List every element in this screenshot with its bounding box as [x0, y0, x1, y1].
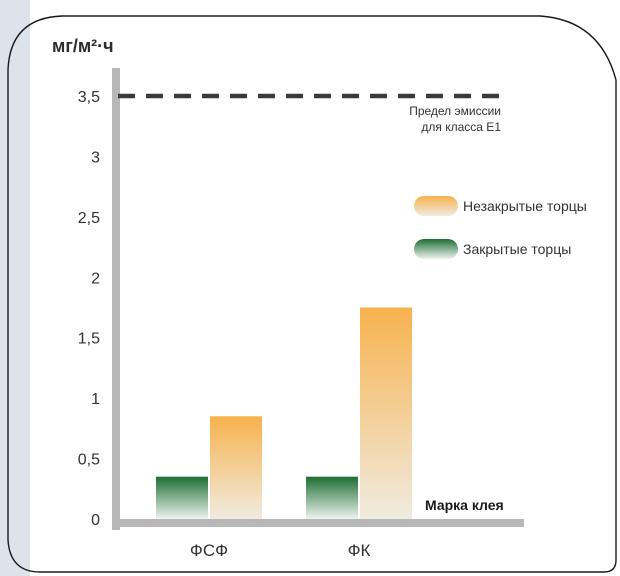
x-axis-categories: ФСФ ФК — [190, 541, 371, 560]
y-tick-label: 3 — [91, 149, 100, 166]
y-tick-label: 0,5 — [78, 452, 100, 469]
x-axis-label: Марка клея — [425, 497, 504, 513]
x-category-label: ФК — [348, 541, 371, 560]
x-category-label: ФСФ — [190, 541, 228, 560]
legend-label-open: Незакрытые торцы — [463, 198, 587, 214]
y-axis — [112, 68, 120, 530]
backdrop-panel — [0, 0, 30, 576]
limit-label-line1: Предел эмиссии — [409, 104, 501, 118]
limit-label-line2: для класса Е1 — [421, 120, 501, 134]
y-tick-label: 1 — [91, 391, 100, 408]
x-axis — [112, 519, 524, 527]
bar-open-2 — [360, 307, 412, 519]
legend: Незакрытые торцы Закрытые торцы — [414, 196, 587, 259]
bar-closed-2 — [306, 476, 358, 519]
legend-swatch-open — [414, 196, 458, 216]
y-tick-label: 3,5 — [78, 89, 100, 106]
bar-closed-1 — [156, 476, 208, 519]
y-tick-label: 2 — [91, 270, 100, 287]
y-axis-ticks: 0 0,5 1 1,5 2 2,5 3 3,5 — [78, 89, 100, 529]
y-tick-label: 2,5 — [78, 210, 100, 227]
bar-open-1 — [210, 416, 262, 519]
y-axis-label: мг/м²·ч — [52, 36, 114, 56]
y-tick-label: 1,5 — [78, 331, 100, 348]
bars — [156, 307, 412, 519]
legend-label-closed: Закрытые торцы — [463, 241, 571, 257]
chart-frame — [7, 15, 617, 573]
legend-swatch-closed — [414, 239, 458, 259]
y-tick-label: 0 — [91, 512, 100, 529]
